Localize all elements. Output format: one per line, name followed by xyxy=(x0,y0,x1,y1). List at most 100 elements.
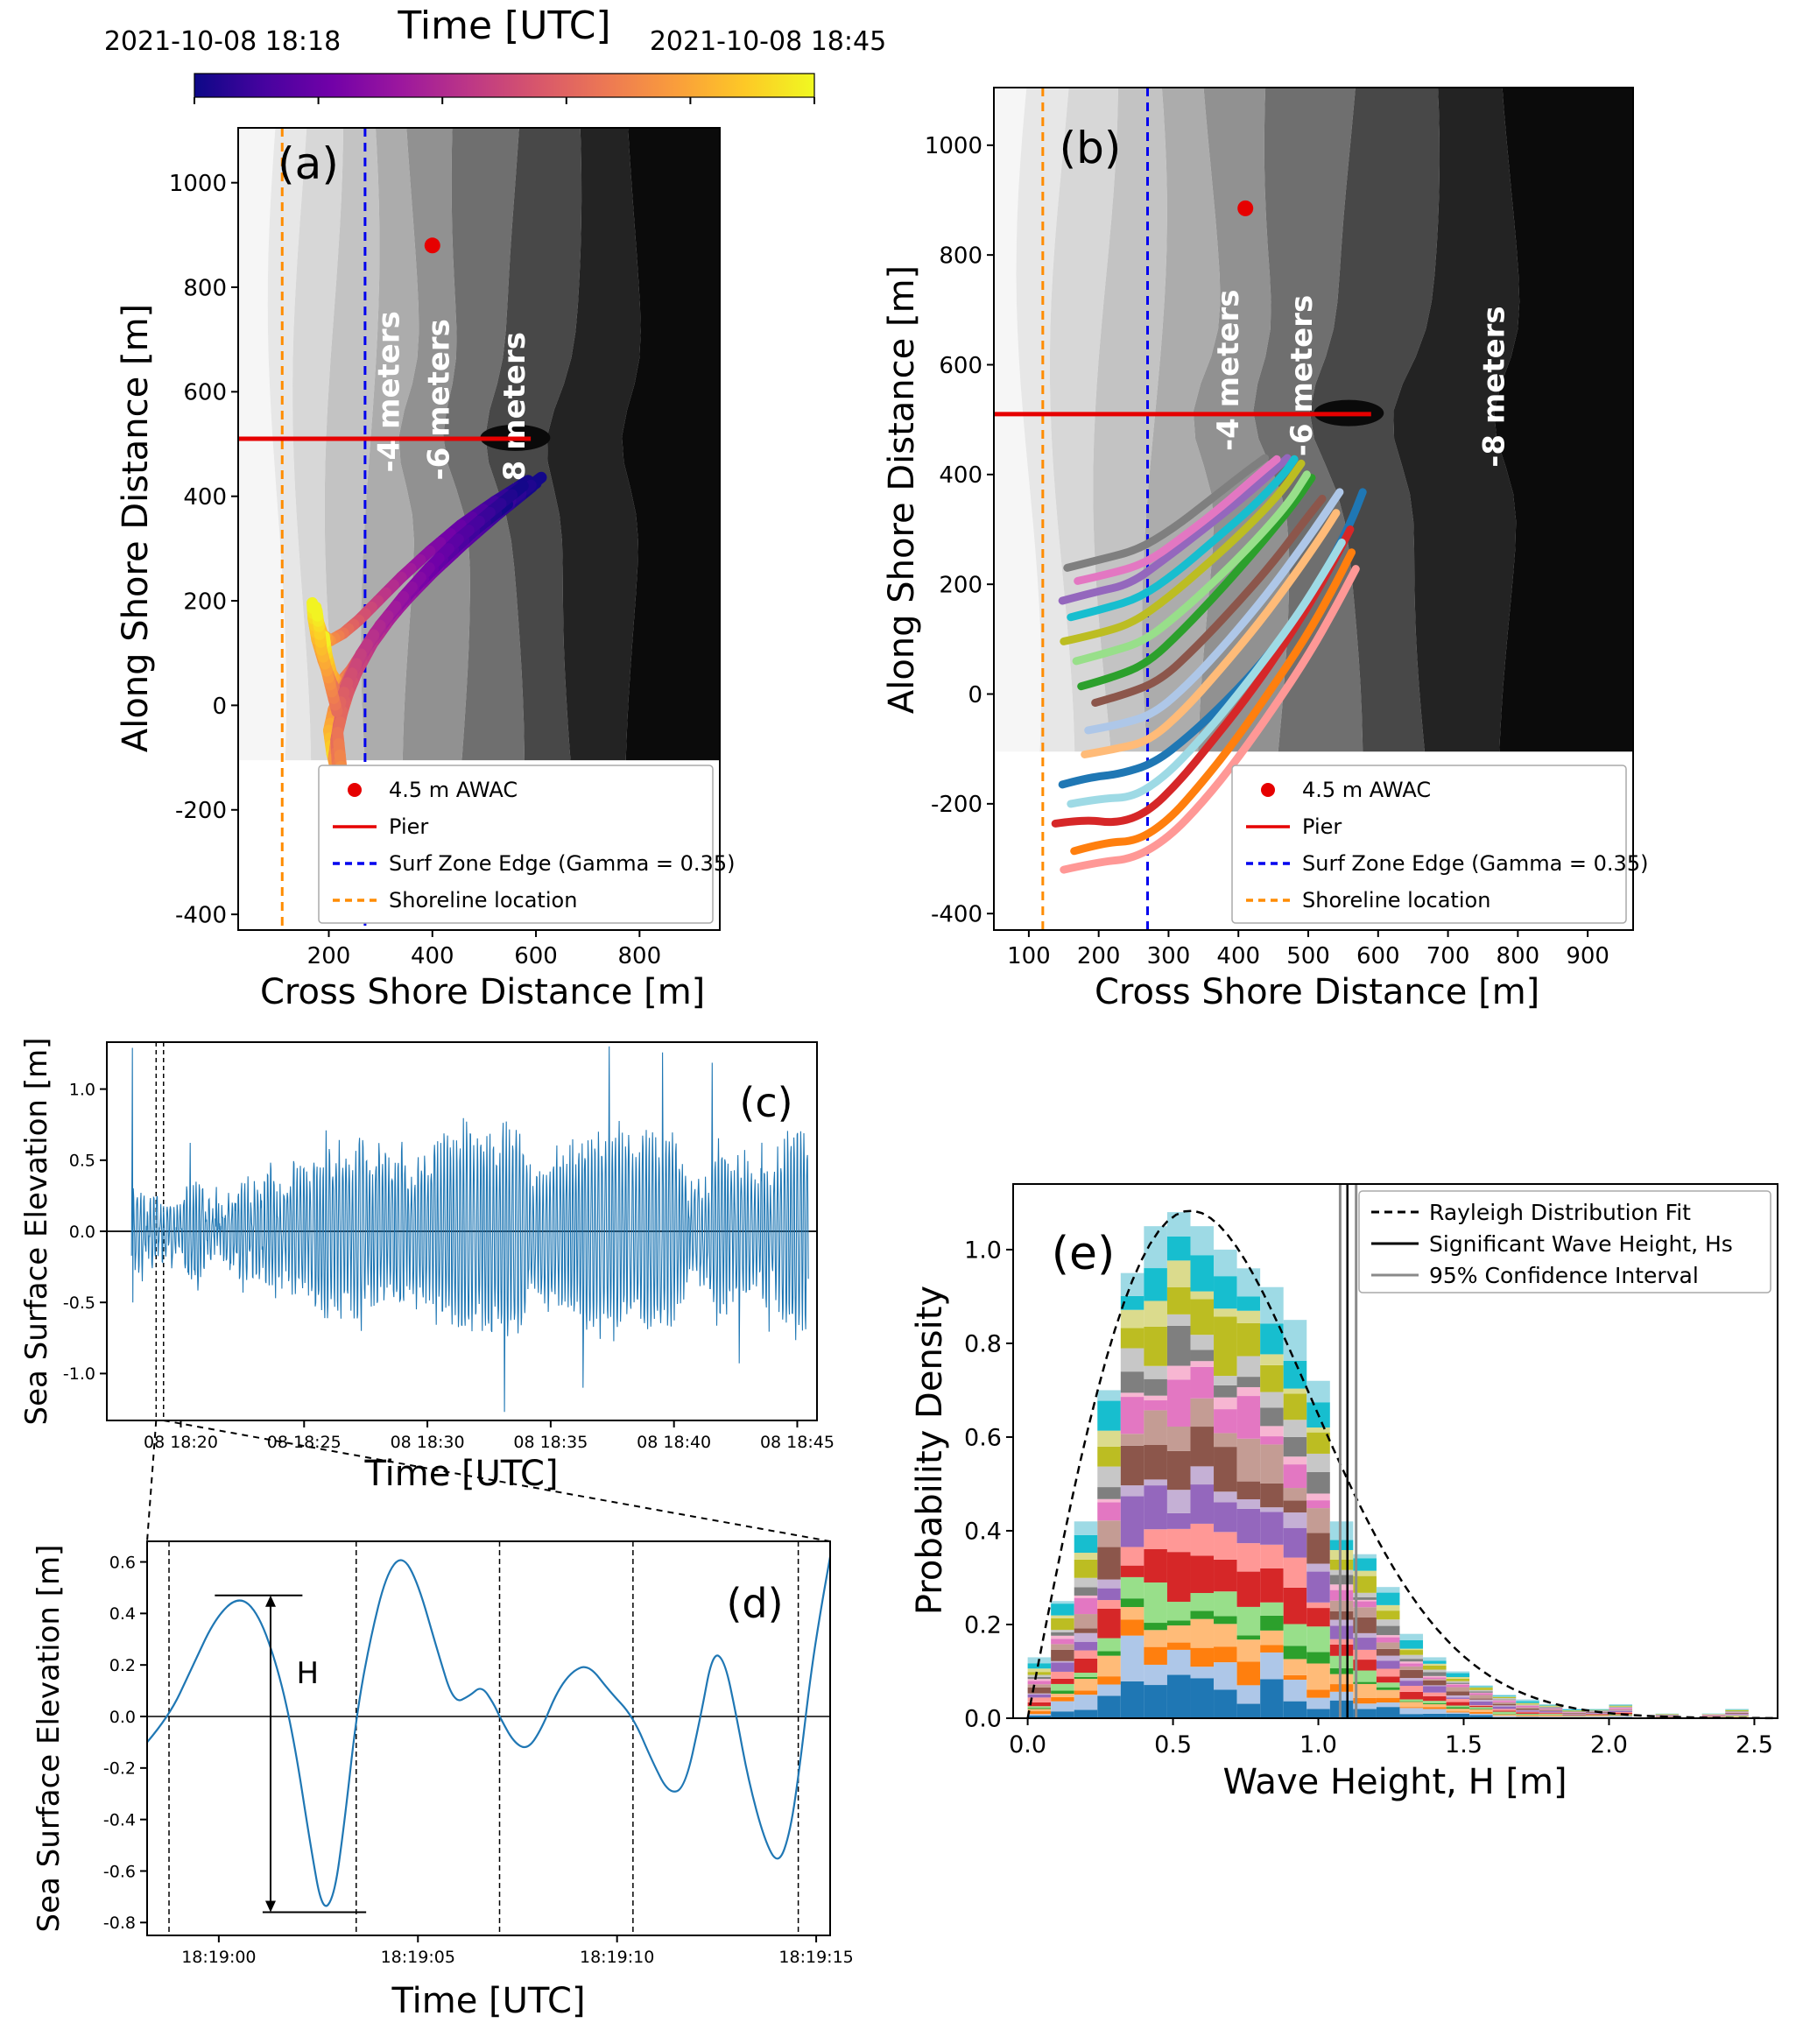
panel-b-chart: -4 meters -6 meters -8 meters 100 200 300 400 5… xyxy=(925,87,1648,969)
panel-c-chart: 08 18:20 08 18:25 08 18:30 08 18:35 08 18:40… xyxy=(63,1041,835,1452)
panel-a-chart: -4 meters -6 meters -8 meters 200 400 600 800 -… xyxy=(169,127,735,969)
svg-text:0.5: 0.5 xyxy=(1154,1731,1192,1759)
svg-text:0: 0 xyxy=(212,694,227,720)
svg-text:08 18:40: 08 18:40 xyxy=(637,1433,711,1452)
panel-d-xlabel: Time [UTC] xyxy=(391,1981,586,2021)
svg-text:18:19:15: 18:19:15 xyxy=(778,1948,853,1967)
zoom-connector-lines xyxy=(146,1420,831,1542)
svg-text:Surf Zone Edge (Gamma = 0.35): Surf Zone Edge (Gamma = 0.35) xyxy=(1302,851,1648,876)
panel-e-chart: 0.0 0.5 1.0 1.5 2.0 2.5 0.0 0.2 0.4 0.6 0.8 1.0 Rayl… xyxy=(964,1183,1778,1759)
svg-text:-8 meters: -8 meters xyxy=(497,332,532,493)
svg-text:Pier: Pier xyxy=(389,814,428,839)
panel-c-ylabel: Sea Surface Elevation [m] xyxy=(19,1037,54,1426)
svg-text:0.4: 0.4 xyxy=(964,1519,1002,1546)
svg-text:800: 800 xyxy=(183,275,227,301)
svg-text:Shoreline location: Shoreline location xyxy=(1302,888,1490,913)
panel-d-chart: H 18:19:00 18:19:05 18:19:10 18:19:15 -0.8 -0.… xyxy=(103,1540,854,1967)
svg-text:18:19:05: 18:19:05 xyxy=(381,1948,455,1967)
svg-text:18:19:10: 18:19:10 xyxy=(580,1948,654,1967)
svg-text:1000: 1000 xyxy=(169,171,227,197)
svg-text:0.0: 0.0 xyxy=(109,1708,136,1727)
svg-text:300: 300 xyxy=(1147,943,1191,969)
svg-text:200: 200 xyxy=(1077,943,1121,969)
svg-text:0.8: 0.8 xyxy=(964,1331,1002,1358)
svg-text:Surf Zone Edge (Gamma = 0.35): Surf Zone Edge (Gamma = 0.35) xyxy=(389,851,735,876)
svg-text:1.5: 1.5 xyxy=(1445,1731,1483,1759)
svg-text:0: 0 xyxy=(968,682,982,708)
svg-text:18:19:00: 18:19:00 xyxy=(181,1948,256,1967)
svg-text:800: 800 xyxy=(939,243,982,270)
panel-a-label: (a) xyxy=(278,138,339,189)
svg-text:1.0: 1.0 xyxy=(964,1237,1002,1265)
time-colorbar xyxy=(194,73,815,104)
colorbar-end-label: 2021-10-08 18:45 xyxy=(649,26,887,57)
panel-c-label: (c) xyxy=(739,1079,793,1126)
svg-text:1.0: 1.0 xyxy=(69,1080,95,1099)
svg-text:Pier: Pier xyxy=(1302,814,1342,839)
svg-text:Rayleigh Distribution Fit: Rayleigh Distribution Fit xyxy=(1429,1200,1691,1225)
svg-text:0.6: 0.6 xyxy=(964,1425,1002,1452)
svg-text:-0.6: -0.6 xyxy=(103,1862,136,1881)
panel-e-xlabel: Wave Height, H [m] xyxy=(1222,1762,1567,1802)
svg-text:-0.4: -0.4 xyxy=(103,1810,136,1829)
svg-text:08 18:35: 08 18:35 xyxy=(513,1433,588,1452)
panel-c-xlabel: Time [UTC] xyxy=(364,1454,559,1494)
panel-e-ylabel: Probability Density xyxy=(910,1285,950,1616)
svg-text:95% Confidence Interval: 95% Confidence Interval xyxy=(1429,1263,1699,1288)
svg-text:08 18:20: 08 18:20 xyxy=(144,1433,218,1452)
svg-text:400: 400 xyxy=(1216,943,1260,969)
svg-text:1000: 1000 xyxy=(925,133,982,159)
panel-a-xlabel: Cross Shore Distance [m] xyxy=(260,972,706,1012)
svg-text:800: 800 xyxy=(1497,943,1540,969)
svg-text:-400: -400 xyxy=(931,902,982,928)
svg-text:600: 600 xyxy=(514,943,558,969)
svg-text:0.0: 0.0 xyxy=(964,1706,1002,1733)
svg-text:-0.8: -0.8 xyxy=(103,1914,136,1933)
svg-text:-0.2: -0.2 xyxy=(103,1759,136,1779)
panel-b-ylabel: Along Shore Distance [m] xyxy=(882,264,922,715)
svg-text:0.5: 0.5 xyxy=(69,1152,95,1171)
panel-b-xlabel: Cross Shore Distance [m] xyxy=(1095,972,1540,1012)
svg-text:1.0: 1.0 xyxy=(1299,1731,1337,1759)
svg-text:-4 meters: -4 meters xyxy=(371,311,406,472)
svg-text:600: 600 xyxy=(939,353,982,379)
svg-text:-0.5: -0.5 xyxy=(63,1293,95,1313)
panel-d-ylabel: Sea Surface Elevation [m] xyxy=(32,1544,67,1933)
svg-text:Shoreline location: Shoreline location xyxy=(389,888,577,913)
svg-text:-1.0: -1.0 xyxy=(63,1364,95,1384)
svg-text:-8 meters: -8 meters xyxy=(1476,306,1511,467)
svg-text:08 18:45: 08 18:45 xyxy=(760,1433,835,1452)
svg-text:400: 400 xyxy=(183,484,227,511)
svg-text:400: 400 xyxy=(939,462,982,489)
svg-text:600: 600 xyxy=(183,380,227,406)
svg-text:H: H xyxy=(297,1656,320,1691)
svg-text:-4 meters: -4 meters xyxy=(1211,290,1246,451)
svg-text:-6 meters: -6 meters xyxy=(1285,295,1320,456)
svg-text:-200: -200 xyxy=(175,798,227,824)
svg-text:200: 200 xyxy=(183,589,227,615)
svg-text:0.0: 0.0 xyxy=(69,1223,95,1242)
panel-a-ylabel: Along Shore Distance [m] xyxy=(116,303,156,753)
panel-d-label: (d) xyxy=(726,1580,784,1627)
svg-text:Significant Wave Height, Hs: Significant Wave Height, Hs xyxy=(1429,1231,1733,1257)
svg-text:400: 400 xyxy=(411,943,454,969)
svg-text:-6 meters: -6 meters xyxy=(422,319,457,480)
svg-text:700: 700 xyxy=(1426,943,1470,969)
svg-text:600: 600 xyxy=(1356,943,1400,969)
panel-e-label: (e) xyxy=(1051,1228,1116,1280)
colorbar-start-label: 2021-10-08 18:18 xyxy=(103,26,342,57)
svg-text:-200: -200 xyxy=(931,792,982,818)
svg-text:500: 500 xyxy=(1286,943,1330,969)
colorbar-title: Time [UTC] xyxy=(398,4,611,48)
svg-text:2.5: 2.5 xyxy=(1736,1731,1773,1759)
svg-text:2.0: 2.0 xyxy=(1590,1731,1628,1759)
svg-text:200: 200 xyxy=(939,573,982,599)
svg-text:0.0: 0.0 xyxy=(1009,1731,1046,1759)
svg-text:-400: -400 xyxy=(175,902,227,928)
svg-text:0.2: 0.2 xyxy=(964,1612,1002,1639)
svg-text:08 18:30: 08 18:30 xyxy=(391,1433,465,1452)
svg-text:4.5 m AWAC: 4.5 m AWAC xyxy=(389,778,518,802)
panel-b-label: (b) xyxy=(1059,123,1122,173)
